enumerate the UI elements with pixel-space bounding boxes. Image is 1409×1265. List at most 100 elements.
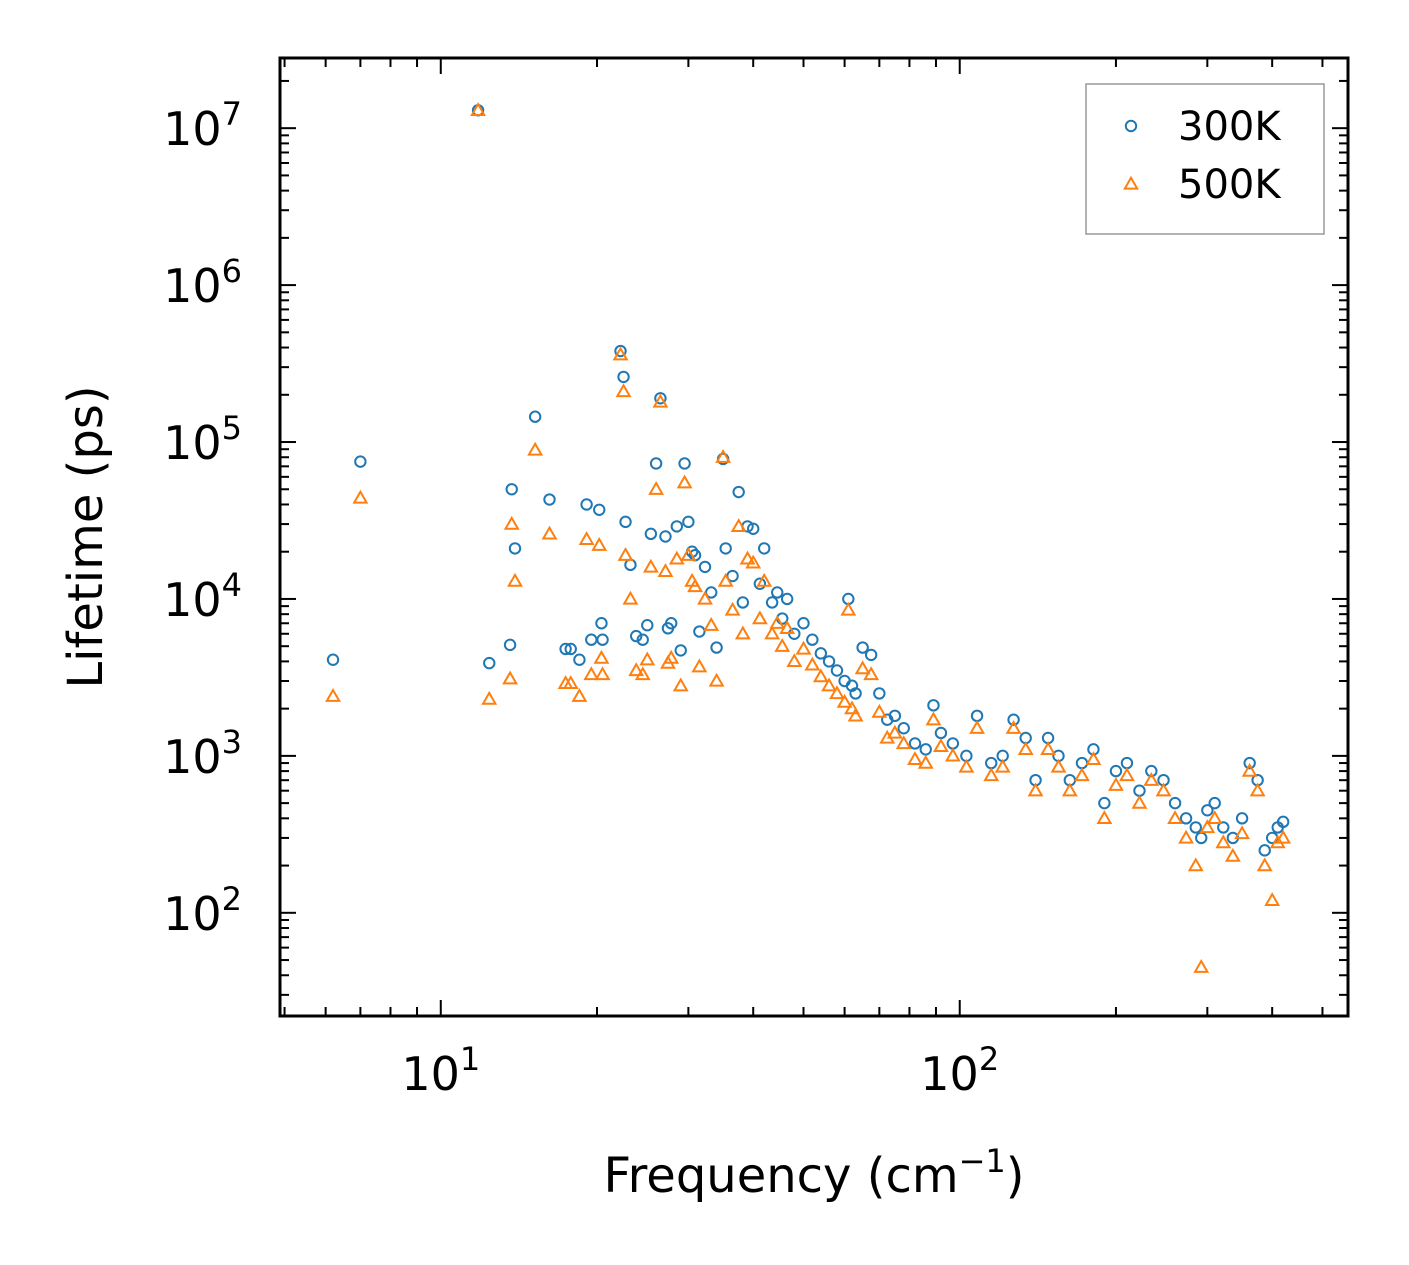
point-300k: [765, 596, 779, 609]
point-300k: [705, 586, 718, 599]
point-500k: [1061, 782, 1078, 797]
point-500k: [734, 625, 751, 640]
point-300k: [543, 493, 556, 506]
point-500k: [944, 747, 961, 762]
point-500k: [933, 738, 949, 753]
point-500k: [756, 572, 773, 587]
x-tick-label: 101: [401, 1040, 480, 1101]
point-500k: [578, 531, 595, 545]
point-300k: [1075, 756, 1089, 770]
point-500k: [571, 687, 588, 702]
point-300k: [1243, 756, 1256, 770]
y-tick-label: 107: [163, 95, 242, 156]
point-300k: [719, 542, 732, 555]
point-300k: [644, 527, 658, 541]
point-500k: [672, 677, 689, 692]
point-300k: [806, 633, 819, 646]
point-500k: [648, 481, 665, 495]
point-500k: [1249, 782, 1266, 797]
point-500k: [983, 767, 1000, 782]
point-300k: [564, 642, 577, 656]
point-500k: [1256, 857, 1273, 872]
point-500k: [774, 637, 791, 652]
point-500k: [1050, 758, 1067, 773]
point-300k: [659, 530, 672, 543]
point-500k: [634, 666, 651, 681]
point-300k: [822, 655, 836, 668]
point-500k: [1005, 720, 1022, 734]
point-300k: [649, 457, 663, 470]
legend-symbol: [1123, 175, 1139, 190]
point-500k: [804, 656, 821, 671]
point-500k: [745, 554, 762, 569]
legend-marker-300k: [1124, 119, 1138, 133]
point-300k: [1217, 821, 1230, 834]
point-300k: [654, 392, 667, 405]
point-300k: [814, 647, 828, 660]
point-300k: [732, 485, 745, 499]
point-500k: [958, 758, 975, 773]
point-300k: [614, 344, 627, 358]
point-500k: [1143, 771, 1160, 786]
point-500k: [1155, 782, 1172, 797]
point-300k: [856, 641, 869, 654]
point-300k: [508, 542, 522, 555]
y-tick-label: 102: [163, 880, 242, 941]
point-500k: [1206, 810, 1223, 824]
axis-ticks: [280, 58, 1348, 1016]
point-500k: [925, 711, 942, 726]
point-500k: [1241, 762, 1258, 777]
point-300k: [503, 638, 517, 652]
point-300k: [934, 726, 948, 740]
point-500k: [1096, 810, 1113, 824]
point-300k: [849, 687, 862, 700]
point-500k: [527, 441, 544, 456]
point-300k: [919, 743, 932, 756]
point-300k: [665, 617, 678, 630]
point-500k: [917, 754, 934, 769]
point-500k: [724, 601, 741, 616]
point-300k: [528, 410, 542, 423]
point-300k: [1235, 812, 1249, 825]
legend-box: [1085, 83, 1325, 235]
point-300k: [747, 522, 760, 535]
point-300k: [698, 560, 712, 574]
point-500k: [680, 546, 697, 561]
point-500k: [562, 675, 579, 689]
point-500k: [1264, 892, 1281, 907]
point-300k: [873, 687, 886, 700]
point-500k: [1017, 741, 1034, 756]
point-500k: [591, 537, 608, 551]
point-500k: [863, 666, 880, 681]
point-500k: [1178, 829, 1194, 844]
point-500k: [1119, 767, 1135, 782]
point-500k: [795, 640, 812, 655]
point-500k: [703, 617, 720, 631]
point-500k: [715, 449, 732, 463]
point-500k: [871, 703, 888, 718]
point-500k: [1085, 751, 1102, 766]
point-300k: [864, 648, 878, 662]
point-500k: [652, 393, 669, 408]
point-300k: [629, 629, 643, 643]
x-axis-label: Frequency (cm−1): [603, 1142, 1024, 1204]
point-500k: [751, 610, 768, 625]
point-500k: [642, 558, 659, 573]
point-500k: [594, 666, 611, 681]
x-tick-label: 102: [920, 1040, 999, 1101]
point-500k: [593, 649, 610, 664]
point-500k: [812, 668, 829, 683]
point-300k: [595, 617, 608, 630]
point-300k: [797, 617, 810, 630]
plot-frame: [278, 56, 1350, 1018]
point-500k: [663, 649, 680, 664]
point-300k: [693, 625, 706, 638]
point-300k: [888, 709, 902, 723]
point-500k: [907, 751, 923, 766]
point-300k: [927, 699, 940, 712]
point-500k: [739, 550, 756, 565]
point-300k: [1189, 821, 1202, 834]
point-300k: [970, 709, 984, 723]
point-500k: [687, 578, 703, 593]
legend-marker-500k: [1123, 175, 1139, 190]
